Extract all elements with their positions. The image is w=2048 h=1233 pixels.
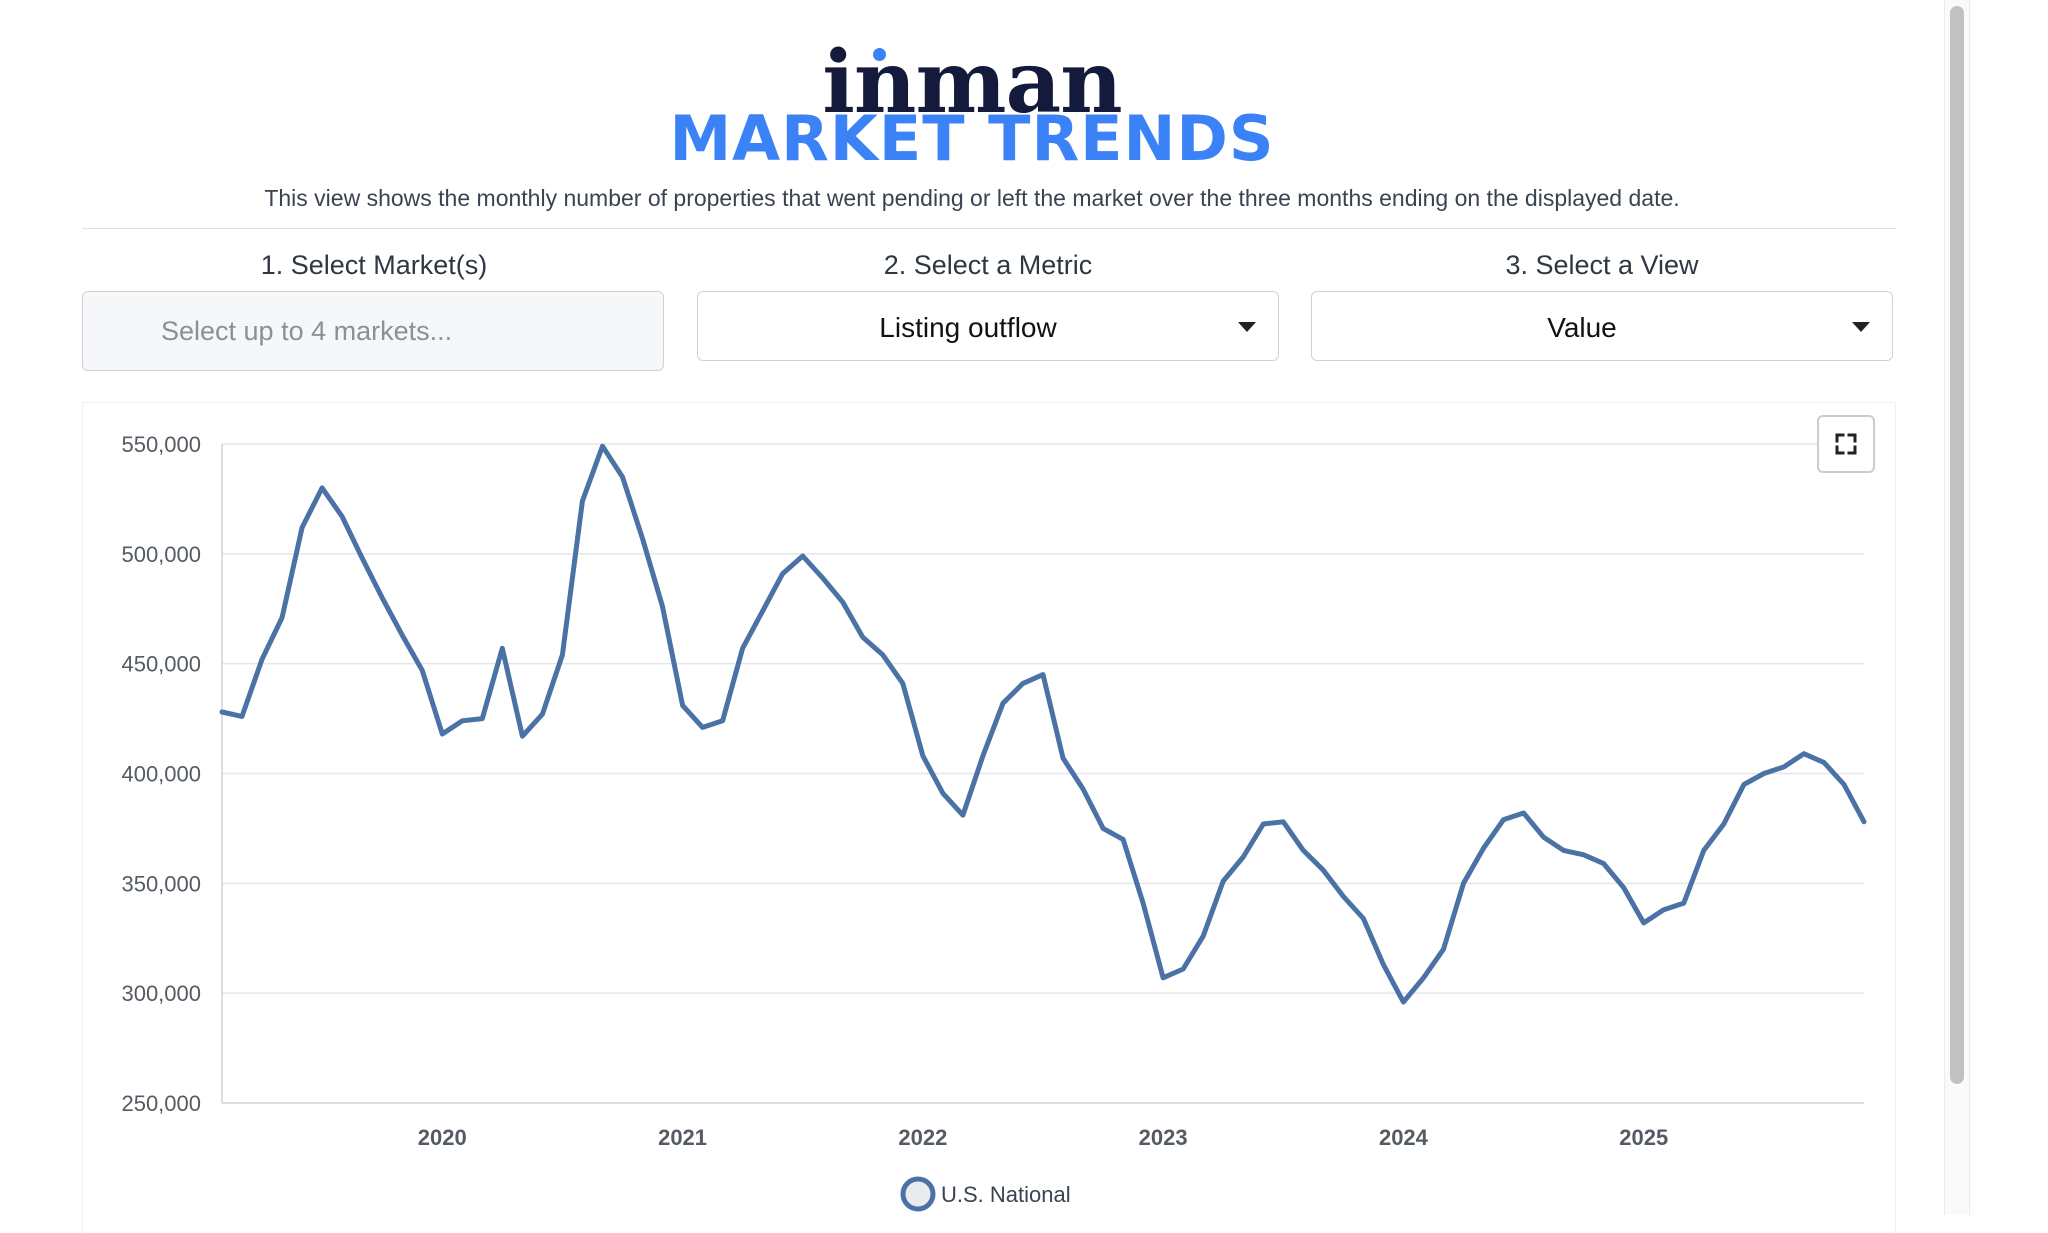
x-tick-label: 2020 (418, 1125, 467, 1150)
chart-gridlines (222, 443, 1864, 994)
legend-label[interactable]: U.S. National (941, 1182, 1071, 1207)
chart-panel (82, 402, 1896, 1233)
view-select[interactable]: Value (1311, 291, 1893, 361)
y-tick-label: 350,000 (121, 871, 201, 896)
series-line[interactable] (219, 443, 1867, 1005)
chart-legend: U.S. National (900, 1176, 1071, 1212)
header-divider (82, 228, 1896, 229)
view-select-value: Value (1547, 312, 1617, 343)
chart-axes (221, 444, 1864, 1104)
metric-select-value: Listing outflow (879, 312, 1057, 343)
y-tick-label: 250,000 (121, 1091, 201, 1116)
markets-multiselect[interactable]: Select up to 4 markets... (82, 291, 664, 371)
metric-label: 2. Select a Metric (883, 250, 1093, 280)
x-axis-ticks: 2020 2021 2022 2023 2024 2025 (418, 1125, 1668, 1150)
fullscreen-button[interactable] (1817, 415, 1875, 473)
y-axis-ticks: 250,000 300,000 350,000 400,000 450,000 500,0… (121, 432, 201, 1116)
page-title: MARKET TRENDS (669, 102, 1275, 175)
line-chart: 250,000 300,000 350,000 400,000 450,000 500,0… (121, 432, 1867, 1212)
x-tick-label: 2021 (658, 1125, 707, 1150)
y-tick-label: 500,000 (121, 542, 201, 567)
legend-marker[interactable] (900, 1176, 936, 1212)
fullscreen-expand-icon (1835, 433, 1857, 455)
metric-select[interactable]: Listing outflow (697, 291, 1279, 361)
view-label: 3. Select a View (1505, 250, 1699, 280)
y-tick-label: 450,000 (121, 652, 201, 677)
page: inman MARKET TRENDS This view shows the … (82, 40, 1896, 1233)
x-tick-label: 2025 (1619, 1125, 1668, 1150)
brand-logo-dot-icon (873, 48, 886, 61)
x-tick-label: 2024 (1379, 1125, 1429, 1150)
markets-placeholder: Select up to 4 markets... (161, 316, 453, 346)
markets-label: 1. Select Market(s) (260, 250, 488, 280)
caret-down-icon (1238, 322, 1256, 332)
caret-down-icon (1852, 322, 1870, 332)
x-tick-label: 2022 (898, 1125, 947, 1150)
x-tick-label: 2023 (1139, 1125, 1188, 1150)
y-tick-label: 400,000 (121, 762, 201, 787)
scrollbar-thumb[interactable] (1950, 6, 1964, 1084)
chart-series (219, 443, 1867, 1005)
y-tick-label: 550,000 (121, 432, 201, 457)
y-tick-label: 300,000 (121, 981, 201, 1006)
page-description: This view shows the monthly number of pr… (264, 185, 1680, 211)
